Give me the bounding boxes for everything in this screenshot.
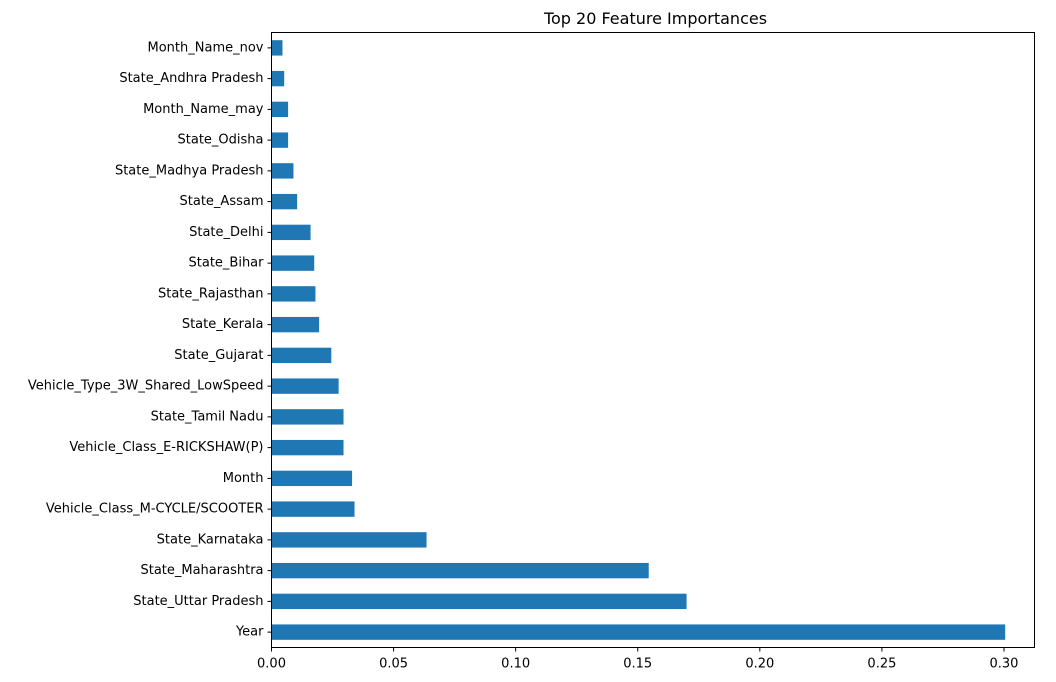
x-tick-label: 0.10: [501, 657, 530, 672]
y-tick-label: State_Rajasthan: [158, 286, 264, 301]
x-tick-label: 0.25: [867, 657, 896, 672]
y-tick-label: State_Andhra Pradesh: [119, 71, 263, 86]
bar: [271, 70, 285, 87]
x-tick-label: 0.15: [623, 657, 652, 672]
y-tick-label: State_Assam: [180, 194, 264, 209]
y-tick-labels: Month_Name_nov State_Andhra Pradesh Month_…: [28, 40, 272, 640]
y-tick-label: State_Gujarat: [174, 348, 263, 363]
x-tick-label: 0.20: [745, 657, 774, 672]
bars-group: [271, 40, 1006, 640]
bar: [271, 132, 289, 148]
bar: [271, 193, 298, 210]
bar: [271, 562, 649, 579]
bar: [271, 409, 344, 425]
bar: [271, 40, 283, 56]
y-tick-label: Vehicle_Class_E-RICKSHAW(P): [69, 440, 263, 455]
bar: [271, 347, 332, 364]
y-tick-label: Year: [235, 625, 264, 640]
y-tick-label: Month: [223, 471, 264, 486]
y-tick-label: Month_Name_may: [143, 102, 264, 117]
bar: [271, 286, 316, 302]
y-tick-label: State_Kerala: [182, 317, 264, 332]
bar: [271, 470, 353, 487]
plot-frame: [271, 32, 1035, 648]
bar: [271, 378, 339, 394]
bar: [271, 501, 355, 517]
bar: [271, 224, 311, 241]
chart-title: Top 20 Feature Importances: [543, 9, 767, 28]
y-tick-label: State_Madhya Pradesh: [115, 163, 264, 178]
y-tick-label: State_Uttar Pradesh: [133, 594, 263, 609]
x-tick-label: 0.30: [990, 657, 1019, 672]
bar: [271, 255, 315, 271]
bar: [271, 532, 427, 548]
y-tick-label: State_Karnataka: [157, 532, 264, 547]
bar: [271, 163, 294, 179]
y-tick-label: Vehicle_Class_M-CYCLE/SCOOTER: [46, 502, 264, 517]
y-tick-label: Month_Name_nov: [148, 40, 264, 55]
y-tick-label: State_Tamil Nadu: [151, 409, 264, 424]
y-tick-label: State_Odisha: [178, 133, 264, 148]
x-tick-label: 0.05: [379, 657, 408, 672]
bar: [271, 101, 289, 118]
x-tick-label: 0.00: [257, 657, 286, 672]
bar: [271, 439, 344, 456]
bar: [271, 316, 320, 333]
y-tick-label: State_Bihar: [189, 256, 265, 271]
x-ticks: 0.00 0.05 0.10 0.15 0.20 0.25 0.30: [257, 647, 1019, 672]
y-tick-label: State_Delhi: [189, 225, 263, 240]
y-tick-label: Vehicle_Type_3W_Shared_LowSpeed: [28, 379, 264, 394]
bar: [271, 593, 687, 610]
y-tick-label: State_Maharashtra: [140, 563, 263, 578]
bar: [271, 624, 1006, 640]
